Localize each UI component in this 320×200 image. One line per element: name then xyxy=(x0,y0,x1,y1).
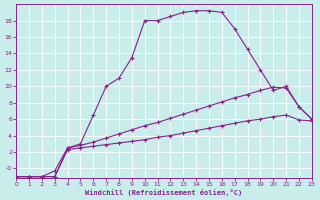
X-axis label: Windchill (Refroidissement éolien,°C): Windchill (Refroidissement éolien,°C) xyxy=(85,189,243,196)
